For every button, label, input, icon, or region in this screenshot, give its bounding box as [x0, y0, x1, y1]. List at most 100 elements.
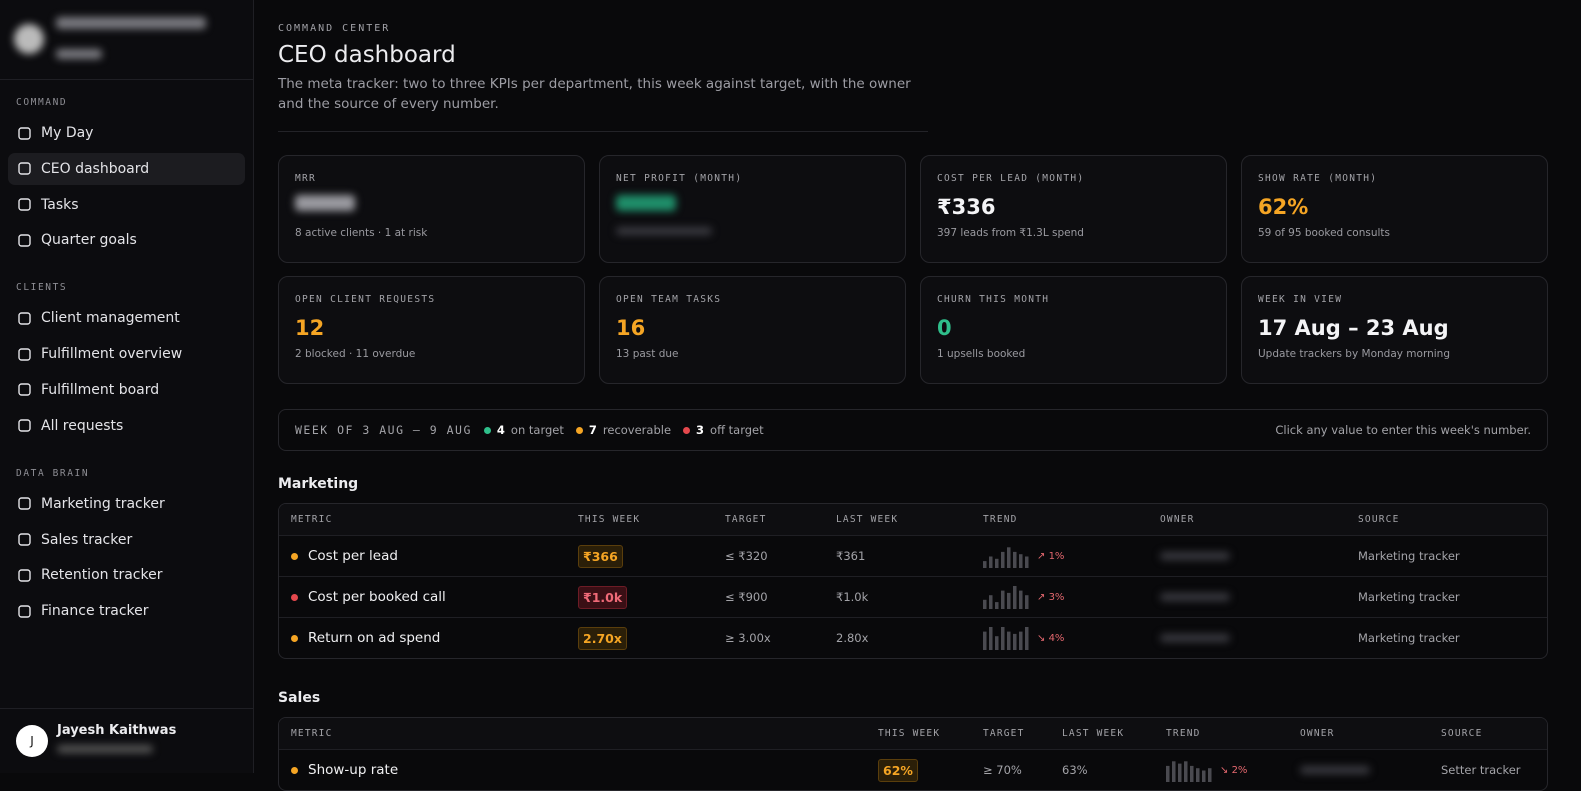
- nav-item[interactable]: Finance tracker: [8, 595, 245, 627]
- sparkline: [983, 627, 1029, 650]
- nav-label: CEO dashboard: [41, 160, 150, 177]
- nav-icon: [18, 569, 31, 582]
- this-week-cell: 62%: [878, 758, 983, 782]
- nav-item[interactable]: Fulfillment board: [8, 374, 245, 406]
- kpi-value: 17 Aug – 23 Aug: [1258, 316, 1449, 340]
- source: Setter tracker: [1441, 763, 1521, 777]
- status-dot: [483, 426, 491, 434]
- trend-bar: [1172, 761, 1176, 782]
- kpi-value: 0: [937, 316, 952, 340]
- sparkline: [983, 547, 1029, 568]
- this-week-value[interactable]: ₹1.0k: [578, 585, 628, 609]
- table-row: Cost per booked call ₹1.0k ≤ ₹900 ₹1.0k ↗ 3%…: [279, 576, 1547, 617]
- trend-bar: [1190, 765, 1194, 782]
- column-header: TREND: [983, 514, 1018, 525]
- trend-bar: [1019, 590, 1023, 609]
- trend: ↘ 2%: [1166, 758, 1300, 782]
- kpi-card: NET PROFIT (MONTH): [599, 155, 906, 263]
- status-label: on target: [510, 423, 564, 437]
- trend-arrow: ↘: [1037, 632, 1049, 644]
- nav-item[interactable]: Marketing tracker: [8, 488, 245, 520]
- column-header: METRIC: [291, 514, 333, 525]
- kpi-card: COST PER LEAD (MONTH) ₹336 397 leads from …: [920, 155, 1227, 263]
- nav-label: Retention tracker: [41, 567, 163, 584]
- column-header: TARGET: [983, 728, 1025, 739]
- this-week-cell: 2.70x: [578, 626, 725, 650]
- trend-bar: [1166, 765, 1170, 782]
- trend-bar: [1013, 633, 1017, 650]
- this-week-value[interactable]: 62%: [878, 758, 918, 782]
- nav-item[interactable]: Retention tracker: [8, 559, 245, 591]
- nav-icon: [18, 234, 31, 247]
- this-week-value[interactable]: 2.70x: [578, 626, 627, 650]
- nav-icon: [18, 347, 31, 361]
- last-week: 2.80x: [836, 631, 869, 645]
- description: The meta tracker: two to three KPIs per …: [278, 74, 928, 132]
- owner-blurred: [1160, 552, 1358, 560]
- kpi-sub: Update trackers by Monday morning: [1258, 348, 1450, 360]
- trend-bar: [989, 595, 993, 609]
- nav-section-title: CLIENTS: [16, 282, 68, 294]
- nav-item[interactable]: My Day: [8, 117, 245, 149]
- nav-item[interactable]: CEO dashboard: [8, 152, 245, 185]
- org-blurred: [56, 49, 102, 59]
- nav-item[interactable]: Tasks: [8, 189, 245, 221]
- eyebrow: COMMAND CENTER: [278, 23, 391, 34]
- nav-item[interactable]: Client management: [8, 302, 245, 334]
- column-header: METRIC: [291, 728, 333, 739]
- nav-icon: [18, 533, 31, 546]
- kpi-sub: 1 upsells booked: [937, 348, 1026, 360]
- main: COMMAND CENTER CEO dashboard The meta tr…: [278, 0, 1548, 791]
- kpi-sub: 2 blocked · 11 overdue: [295, 348, 416, 360]
- trend-bar: [989, 556, 993, 568]
- status-dot: [291, 634, 298, 642]
- trend-bar: [1013, 586, 1017, 609]
- user: J Jayesh Kaithwas: [0, 708, 253, 773]
- nav-icon: [18, 198, 31, 211]
- trend-bar: [989, 627, 993, 650]
- metric-name: Return on ad spend: [308, 630, 441, 646]
- status-hint: Click any value to enter this week's num…: [1275, 423, 1531, 437]
- nav-item[interactable]: All requests: [8, 410, 245, 442]
- kpi-label: NET PROFIT (MONTH): [616, 173, 743, 184]
- trend-change: ↘ 4%: [1037, 633, 1064, 644]
- kpi-card: CHURN THIS MONTH 0 1 upsells booked: [920, 276, 1227, 384]
- trend: ↗ 3%: [983, 585, 1160, 609]
- status-dot: [683, 426, 691, 434]
- target: ≥ 70%: [983, 763, 1022, 777]
- trend-bar: [1001, 627, 1005, 650]
- nav-item[interactable]: Fulfillment overview: [8, 338, 245, 370]
- trend: ↘ 4%: [983, 626, 1160, 650]
- trend-arrow: ↗: [1037, 591, 1049, 603]
- trend-bar: [1019, 631, 1023, 650]
- trend-change-value: 3%: [1048, 591, 1065, 603]
- this-week-value[interactable]: ₹366: [578, 544, 623, 568]
- target: ≤ ₹320: [725, 549, 768, 563]
- trend-bar: [1025, 595, 1029, 609]
- nav-label: Client management: [41, 310, 180, 327]
- nav-label: Fulfillment board: [41, 381, 160, 398]
- status-dot: [291, 552, 298, 560]
- nav-label: Quarter goals: [41, 232, 137, 249]
- kpi-card: MRR 8 active clients · 1 at risk: [278, 155, 585, 263]
- nav-item[interactable]: Sales tracker: [8, 524, 245, 556]
- kpi-label: SHOW RATE (MONTH): [1258, 173, 1378, 184]
- sparkline: [1166, 761, 1212, 782]
- trend-arrow: ↗: [1037, 550, 1049, 562]
- kpi-sub: 397 leads from ₹1.3L spend: [937, 227, 1084, 239]
- kpi-value-blurred: [295, 195, 568, 222]
- source: Marketing tracker: [1358, 590, 1460, 604]
- nav-item[interactable]: Quarter goals: [8, 224, 245, 256]
- target: ≥ 3.00x: [725, 631, 771, 645]
- nav-label: All requests: [41, 417, 124, 434]
- this-week-cell: ₹1.0k: [578, 585, 725, 609]
- sidebar: COMMAND My Day CEO dashboard Tasks Quarter g…: [0, 0, 254, 773]
- column-header: LAST WEEK: [836, 514, 899, 525]
- kpi-label: MRR: [295, 173, 317, 184]
- nav-section-title: COMMAND: [16, 97, 68, 108]
- kpi-label: OPEN TEAM TASKS: [616, 294, 722, 305]
- page-title: CEO dashboard: [278, 42, 456, 68]
- owner-blurred: [1300, 766, 1441, 774]
- status-label: recoverable: [602, 423, 672, 437]
- last-week: 63%: [1062, 763, 1088, 777]
